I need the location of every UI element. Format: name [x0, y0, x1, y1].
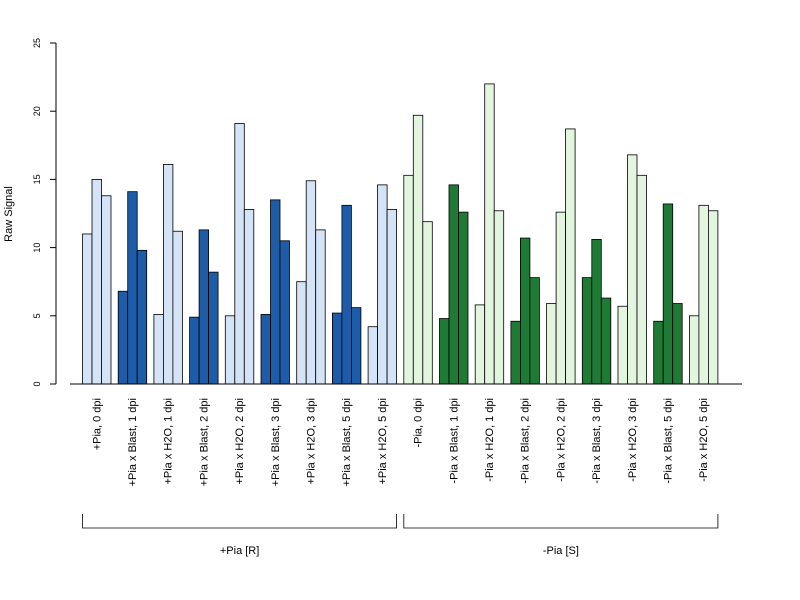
bar — [224, 315, 236, 385]
bar — [520, 237, 531, 385]
bar — [315, 229, 326, 385]
bar — [117, 290, 129, 385]
bar — [153, 314, 164, 385]
group-bracket — [403, 514, 719, 529]
y-tick-label: 25 — [32, 38, 42, 48]
y-tick-label: 15 — [32, 174, 42, 184]
bar — [341, 204, 352, 385]
bar — [565, 128, 576, 385]
bar — [172, 230, 183, 385]
bar — [698, 204, 709, 385]
x-tick-label: -Pia x H2O, 3 dpi — [627, 398, 639, 482]
x-tick-label: -Pia x Blast, 5 dpi — [662, 398, 674, 484]
bar — [91, 178, 102, 385]
x-tick-label: -Pia x H2O, 2 dpi — [555, 398, 567, 482]
bar — [529, 277, 540, 385]
x-tick-label: +Pia x Blast, 5 dpi — [341, 398, 353, 486]
x-tick-label: -Pia x H2O, 5 dpi — [698, 398, 710, 482]
bar — [653, 320, 664, 385]
bar — [439, 318, 450, 385]
y-tick-label: 0 — [32, 381, 42, 386]
bar — [422, 221, 433, 385]
x-tick-label: +Pia x Blast, 2 dpi — [198, 398, 210, 486]
y-tick-label: 20 — [32, 106, 42, 116]
x-tick-label: +Pia x H2O, 5 dpi — [377, 398, 389, 485]
bar — [296, 281, 307, 385]
bar — [474, 304, 486, 385]
bar — [708, 210, 719, 385]
group-label: -Pia [S] — [543, 545, 579, 557]
bar — [136, 249, 148, 385]
x-tick-label: +Pia x H2O, 2 dpi — [234, 398, 246, 485]
bar — [581, 277, 593, 385]
bar — [591, 239, 602, 385]
bar — [672, 303, 683, 385]
bar — [279, 240, 290, 385]
group-brackets: +Pia [R] -Pia [S] — [82, 514, 719, 557]
bar — [689, 315, 700, 385]
bar-series — [82, 83, 719, 385]
bar — [493, 210, 505, 385]
x-tick-label: -Pia, 0 dpi — [413, 398, 425, 448]
x-tick-label: -Pia x Blast, 3 dpi — [591, 398, 603, 484]
bar — [189, 316, 200, 385]
x-axis-tick-labels: +Pia, 0 dpi +Pia x Blast, 1 dpi +Pia x H2O… — [91, 398, 710, 486]
bar — [627, 154, 638, 385]
bar — [162, 163, 174, 385]
bar — [198, 229, 210, 385]
x-tick-label: +Pia x H2O, 3 dpi — [305, 398, 317, 485]
bar — [101, 195, 112, 385]
bar — [412, 114, 424, 385]
bar — [386, 209, 398, 385]
bar — [546, 303, 557, 385]
bar — [600, 297, 612, 385]
x-tick-label: +Pia x Blast, 3 dpi — [270, 398, 282, 486]
bar — [260, 314, 271, 385]
bar — [331, 312, 343, 385]
bar — [510, 320, 521, 385]
bar — [484, 83, 495, 385]
bar — [458, 211, 469, 385]
x-tick-label: -Pia x H2O, 1 dpi — [484, 398, 496, 482]
bar — [367, 326, 379, 385]
y-tick-label: 10 — [32, 243, 42, 253]
bar — [82, 233, 93, 385]
bar — [636, 174, 647, 385]
bar — [127, 191, 138, 385]
bar — [243, 209, 255, 385]
bar — [234, 123, 245, 385]
bar — [448, 184, 459, 385]
y-axis-label: Raw Signal — [3, 186, 15, 242]
bar — [270, 199, 281, 385]
bar — [350, 307, 362, 385]
bar — [617, 305, 628, 385]
bar — [305, 180, 317, 385]
x-tick-label: +Pia, 0 dpi — [91, 398, 103, 450]
y-tick-label: 5 — [32, 313, 42, 318]
x-tick-label: -Pia x Blast, 1 dpi — [448, 398, 460, 484]
x-tick-label: -Pia x Blast, 2 dpi — [520, 398, 532, 484]
bar — [208, 271, 219, 385]
x-tick-label: +Pia x H2O, 1 dpi — [163, 398, 175, 485]
x-tick-label: +Pia x Blast, 1 dpi — [127, 398, 139, 486]
bar — [377, 184, 388, 385]
group-label: +Pia [R] — [220, 545, 259, 557]
y-axis: 0 5 10 15 20 25 — [32, 38, 57, 387]
bar — [662, 203, 674, 385]
group-bracket — [82, 514, 397, 529]
bar — [555, 211, 566, 385]
bar — [403, 174, 414, 385]
